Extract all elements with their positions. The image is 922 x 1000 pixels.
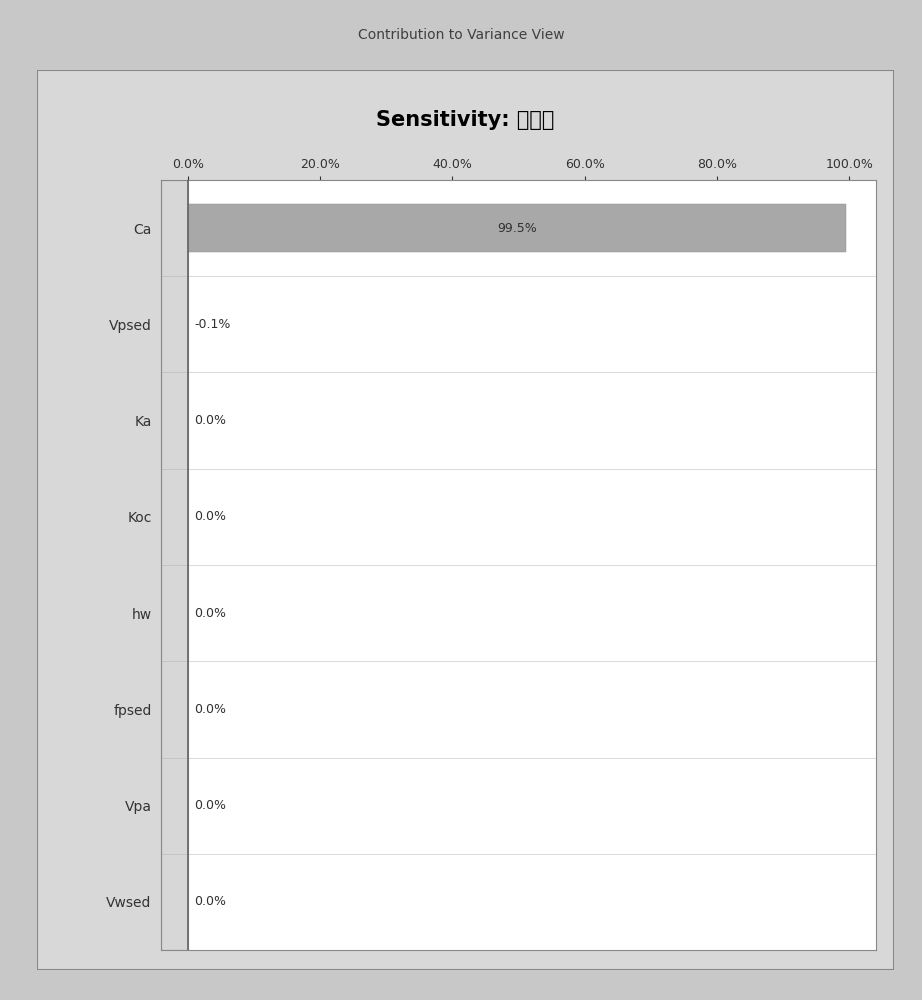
Text: 0.0%: 0.0%: [195, 895, 227, 908]
Text: 99.5%: 99.5%: [497, 222, 537, 235]
Text: 0.0%: 0.0%: [195, 510, 227, 523]
Text: -0.1%: -0.1%: [195, 318, 230, 331]
Text: 0.0%: 0.0%: [195, 414, 227, 427]
Text: 0.0%: 0.0%: [195, 703, 227, 716]
Text: 0.0%: 0.0%: [195, 799, 227, 812]
Text: 0.0%: 0.0%: [195, 607, 227, 620]
Text: Sensitivity: 空气相: Sensitivity: 空气相: [376, 109, 555, 129]
Bar: [188, 204, 846, 252]
Bar: [161, 180, 188, 950]
Text: Contribution to Variance View: Contribution to Variance View: [358, 28, 564, 42]
